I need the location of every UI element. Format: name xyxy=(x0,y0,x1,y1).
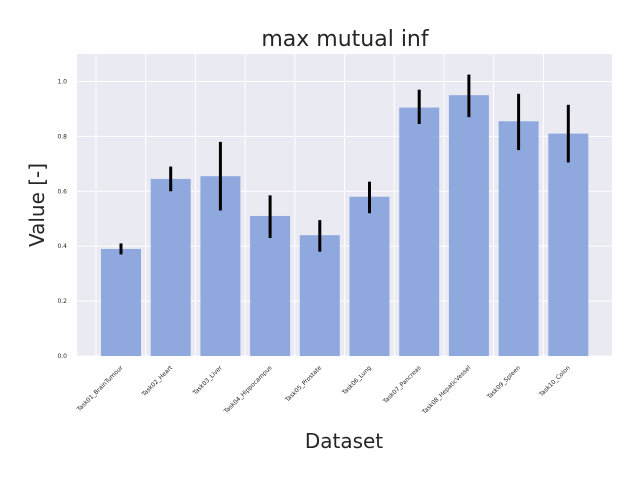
bars xyxy=(101,95,589,356)
y-tick-label: 0.6 xyxy=(57,188,67,195)
x-tick-label: Task08_HepaticVessel xyxy=(420,364,472,416)
x-tick-labels: Task01_BrainTumour Task02_Heart Task03_Liv… xyxy=(75,364,572,416)
y-tick-label: 0.2 xyxy=(57,298,67,305)
x-tick-label: Task09_Spleen xyxy=(485,364,522,401)
x-tick-label: Task06_Lung xyxy=(340,364,373,397)
bar-Task01_BrainTumour xyxy=(101,248,141,356)
x-tick-label: Task04_Hippocampus xyxy=(222,364,273,415)
bar-Task08_HepaticVessel xyxy=(448,95,489,356)
bar-Task05_Prostate xyxy=(299,235,340,356)
x-tick-label: Task07_Pancreas xyxy=(381,364,422,405)
x-axis-label: Dataset xyxy=(305,429,383,453)
y-tick-label: 1.0 xyxy=(57,78,67,85)
bar-Task04_Hippocampus xyxy=(250,215,291,356)
x-tick-label: Task02_Heart xyxy=(140,364,175,399)
bar-Task02_Heart xyxy=(150,178,191,356)
bar-Task10_Colon xyxy=(548,133,589,356)
x-tick-label: Task10_Colon xyxy=(537,364,571,398)
bar-Task09_Spleen xyxy=(498,121,539,356)
y-tick-label: 0.4 xyxy=(57,243,67,250)
bar-Task07_Pancreas xyxy=(399,107,440,356)
x-tick-label: Task01_BrainTumour xyxy=(75,364,125,414)
bar-Task06_Lung xyxy=(349,196,390,356)
x-tick-label: Task03_Liver xyxy=(191,364,224,397)
y-axis-label: Value [-] xyxy=(25,163,49,247)
y-tick-label: 0.0 xyxy=(57,353,67,360)
error-bars xyxy=(119,74,570,255)
chart-title: max mutual inf xyxy=(261,27,430,52)
y-tick-labels: 0.0 0.2 0.4 0.6 0.8 1.0 xyxy=(57,78,67,360)
x-tick-label: Task05_Prostate xyxy=(283,364,323,404)
y-tick-label: 0.8 xyxy=(57,133,67,140)
